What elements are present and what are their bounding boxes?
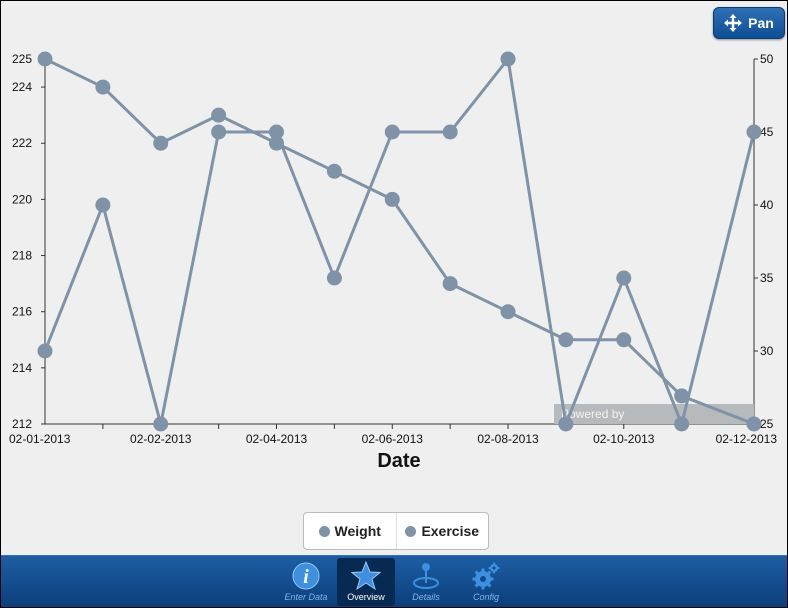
y-left-tick-label: 214	[12, 361, 32, 375]
data-point-weight	[326, 163, 342, 179]
data-point-weight	[37, 51, 53, 67]
data-point-exercise	[37, 343, 53, 359]
pan-button[interactable]: Pan	[713, 7, 785, 39]
y-right-tick-label: 30	[760, 344, 774, 358]
tab-details[interactable]: Details	[397, 558, 455, 606]
tab-config[interactable]: Config	[457, 558, 515, 606]
y-right-tick-label: 50	[760, 52, 774, 66]
y-left-tick-label: 216	[12, 305, 32, 319]
data-point-weight	[558, 332, 574, 348]
tab-label-enter-data: Enter Data	[284, 592, 328, 602]
y-right-tick-label: 35	[760, 271, 774, 285]
data-point-exercise	[269, 124, 285, 140]
x-tick-label: 02-06-2013	[362, 432, 424, 446]
data-point-exercise	[558, 416, 574, 432]
y-left-tick-label: 225	[12, 52, 32, 66]
data-point-weight	[442, 276, 458, 292]
tab-label-details: Details	[412, 592, 440, 602]
pan-label: Pan	[748, 15, 774, 31]
data-point-exercise	[674, 416, 690, 432]
data-point-weight	[153, 135, 169, 151]
tab-enter-data[interactable]: i Enter Data	[277, 558, 335, 606]
series-line-exercise	[43, 57, 756, 426]
tab-overview[interactable]: Overview	[337, 558, 395, 606]
legend-marker-weight	[318, 525, 330, 537]
y-right-tick-label: 40	[760, 198, 774, 212]
data-point-exercise	[95, 197, 111, 213]
x-tick-label: 02-12-2013	[716, 432, 778, 446]
data-point-exercise	[616, 270, 632, 286]
tab-bar: i Enter Data Overview Details	[1, 555, 787, 607]
gear-icon	[472, 562, 500, 590]
data-point-exercise	[384, 124, 400, 140]
y-left-tick-label: 218	[12, 249, 32, 263]
y-left-tick-label: 220	[12, 192, 32, 206]
info-icon: i	[292, 562, 320, 590]
y-left-tick-label: 212	[12, 417, 32, 431]
data-point-exercise	[153, 416, 169, 432]
data-point-exercise	[211, 124, 227, 140]
chart[interactable]: 212 214 216 218 220 222 224 225 25 30 35 40 45 50 02-0…	[1, 1, 788, 481]
y-left-tick-label: 222	[12, 136, 32, 150]
data-point-weight	[211, 107, 227, 123]
y-left-tick-label: 224	[12, 80, 32, 94]
tab-label-overview: Overview	[347, 592, 385, 602]
data-point-exercise	[746, 124, 762, 140]
data-point-weight	[384, 191, 400, 207]
legend-marker-exercise	[405, 525, 417, 537]
star-icon	[351, 561, 381, 591]
data-point-weight	[95, 79, 111, 95]
pan-arrows-icon	[724, 14, 743, 32]
y-right-tick-label: 25	[760, 417, 774, 431]
watermark-box	[554, 404, 754, 424]
data-point-weight	[616, 332, 632, 348]
y-right-tick-label: 45	[760, 125, 774, 139]
x-axis-title: Date	[377, 450, 420, 472]
data-point-weight	[674, 388, 690, 404]
details-icon	[413, 563, 439, 589]
legend: Weight Exercise	[303, 512, 489, 550]
legend-label-weight: Weight	[334, 523, 381, 539]
watermark-text: Powered by	[561, 407, 624, 421]
legend-item-weight[interactable]: Weight	[304, 513, 396, 549]
x-tick-label: 02-08-2013	[477, 432, 539, 446]
data-point-exercise	[442, 124, 458, 140]
data-point-weight	[500, 304, 516, 320]
x-tick-label: 02-04-2013	[246, 432, 308, 446]
tab-label-config: Config	[472, 592, 499, 602]
data-point-exercise	[500, 51, 516, 67]
x-tick-label: 02-10-2013	[593, 432, 655, 446]
legend-label-exercise: Exercise	[421, 523, 480, 539]
data-point-weight	[746, 416, 762, 432]
legend-item-exercise[interactable]: Exercise	[395, 513, 489, 549]
data-point-exercise	[326, 270, 342, 286]
svg-text:i: i	[303, 566, 309, 588]
x-tick-label: 02-02-2013	[130, 432, 192, 446]
series-line-weight	[44, 57, 755, 426]
x-tick-label: 02-01-2013	[9, 432, 71, 446]
